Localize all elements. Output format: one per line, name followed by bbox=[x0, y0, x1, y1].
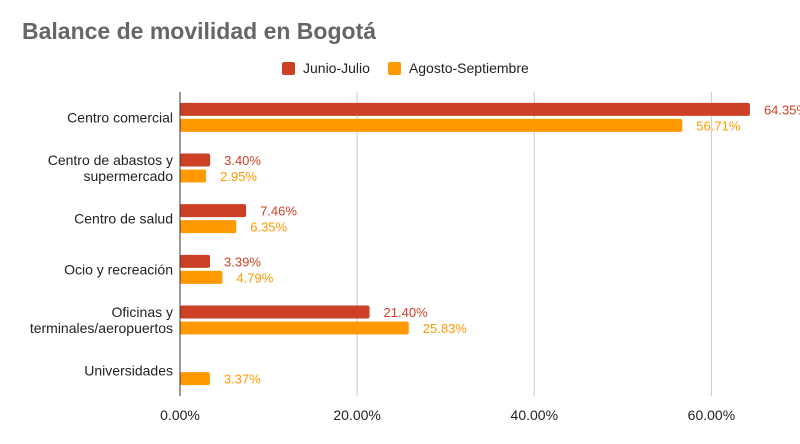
bar bbox=[180, 153, 211, 167]
legend-label-agosto-septiembre: Agosto-Septiembre bbox=[408, 60, 529, 76]
data-label: 3.39% bbox=[224, 254, 261, 269]
category-label: supermercado bbox=[84, 168, 174, 184]
bar bbox=[180, 305, 370, 319]
bar bbox=[180, 372, 210, 386]
data-label: 25.83% bbox=[423, 321, 468, 336]
data-label: 3.40% bbox=[224, 153, 261, 168]
bar bbox=[180, 169, 207, 183]
legend-swatch-junio-julio bbox=[282, 61, 295, 75]
category-label: Ocio y recreación bbox=[64, 261, 173, 277]
data-label: 4.79% bbox=[236, 270, 273, 285]
bar bbox=[180, 220, 237, 234]
bar bbox=[180, 102, 750, 116]
category-label: Oficinas y bbox=[112, 304, 173, 320]
category-label: terminales/aeropuertos bbox=[30, 320, 173, 336]
bar bbox=[180, 204, 247, 218]
x-tick-label: 40.00% bbox=[511, 407, 558, 423]
bar bbox=[180, 254, 211, 268]
bar bbox=[180, 270, 223, 284]
chart-title: Balance de movilidad en Bogotá bbox=[22, 18, 377, 44]
data-label: 7.46% bbox=[260, 204, 297, 219]
category-label: Universidades bbox=[84, 363, 173, 379]
data-label: 21.40% bbox=[384, 305, 429, 320]
legend-label-junio-julio: Junio-Julio bbox=[303, 60, 370, 76]
data-label: 56.71% bbox=[696, 118, 741, 133]
bar bbox=[180, 321, 409, 335]
legend-item-agosto-septiembre: Agosto-Septiembre bbox=[387, 60, 529, 76]
data-label: 2.95% bbox=[220, 169, 257, 184]
x-tick-label: 20.00% bbox=[333, 407, 380, 423]
x-tick-label: 60.00% bbox=[688, 407, 735, 423]
category-label: Centro de salud bbox=[74, 211, 173, 227]
category-label: Centro de abastos y bbox=[48, 152, 173, 168]
data-label: 3.37% bbox=[224, 372, 261, 387]
legend-item-junio-julio: Junio-Julio bbox=[282, 60, 370, 76]
bar bbox=[180, 118, 683, 132]
category-label: Centro comercial bbox=[67, 109, 173, 125]
data-label: 6.35% bbox=[250, 220, 287, 235]
x-tick-label: 0.00% bbox=[160, 407, 200, 423]
legend: Junio-Julio Agosto-Septiembre bbox=[282, 59, 547, 77]
data-label: 64.35% bbox=[764, 102, 800, 117]
legend-swatch-agosto-septiembre bbox=[387, 61, 401, 75]
